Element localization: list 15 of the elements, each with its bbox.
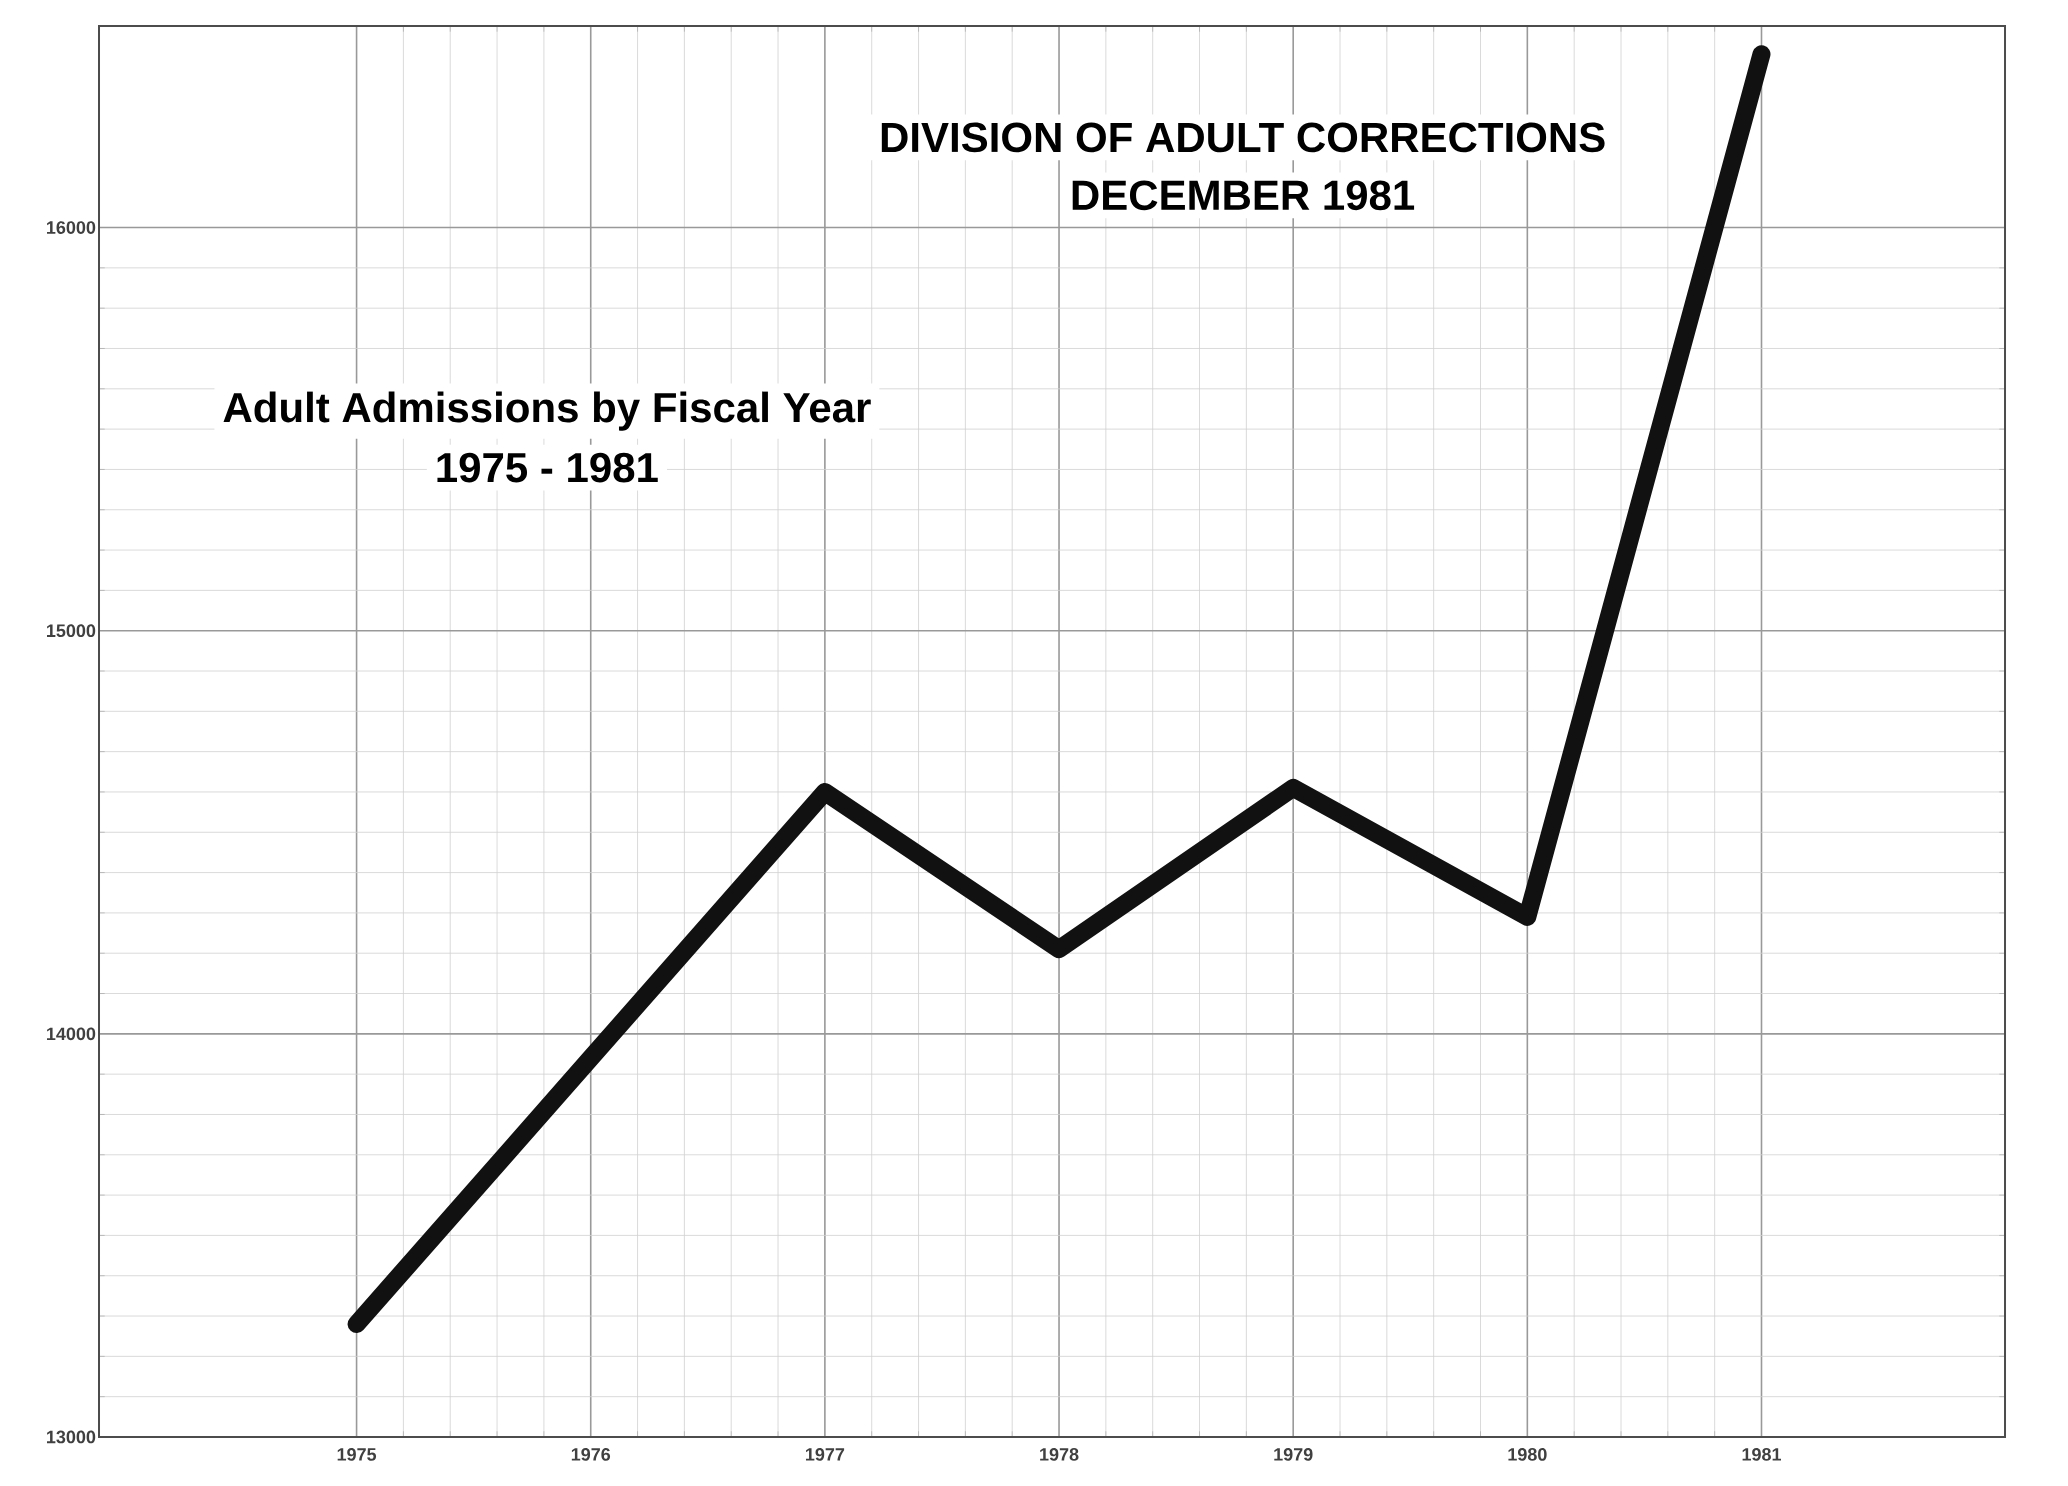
annotation: Adult Admissions by Fiscal Year	[223, 391, 871, 431]
x-tick-label: 1979	[1274, 1448, 1313, 1461]
x-tick-label: 1975	[337, 1448, 377, 1461]
y-tick-label: 15000	[47, 624, 96, 638]
text: DIVISION OF ADULT CORRECTIONS	[881, 122, 1605, 153]
x-tick-label: 1978	[1040, 1448, 1079, 1461]
x-tick-label: 1981	[1742, 1448, 1781, 1461]
x-tick-label: 1976	[571, 1448, 611, 1461]
y-tick-label: 16000	[47, 221, 96, 234]
text: DECEMBER 1981	[1072, 180, 1415, 211]
y-tick-label: 13000	[47, 1430, 96, 1444]
annotation: 1975 - 1981	[437, 452, 658, 483]
y-tick-label: 14000	[47, 1027, 96, 1041]
x-tick-label: 1980	[1508, 1448, 1547, 1461]
x-tick-label: 1977	[805, 1448, 845, 1461]
